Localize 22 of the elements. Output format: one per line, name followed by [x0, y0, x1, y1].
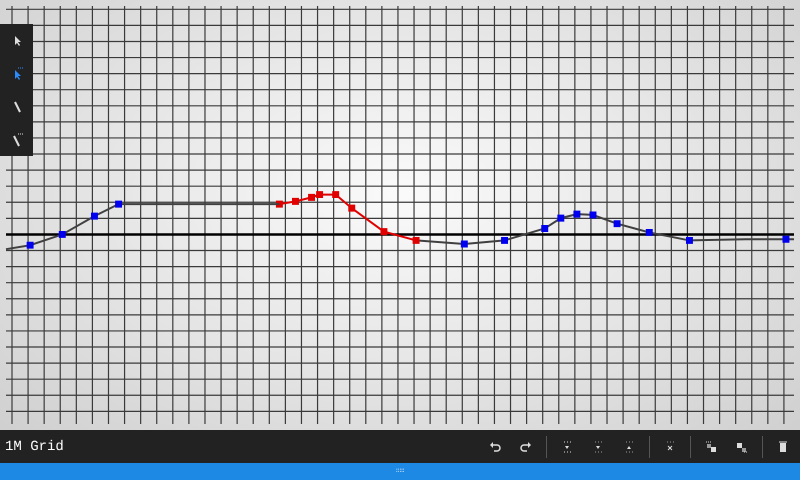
point	[90, 212, 98, 220]
point	[782, 236, 790, 243]
point	[686, 236, 693, 244]
point	[573, 210, 580, 218]
point	[292, 198, 299, 205]
point	[646, 228, 653, 236]
point	[460, 240, 468, 248]
point	[332, 191, 340, 198]
point	[380, 228, 388, 236]
point	[348, 204, 356, 212]
point	[26, 242, 34, 249]
point	[541, 224, 548, 232]
point	[115, 200, 122, 208]
point	[590, 211, 596, 218]
text: 1M Grid	[5, 438, 64, 454]
point	[308, 194, 316, 201]
point	[501, 236, 508, 244]
point	[316, 191, 324, 198]
point	[58, 230, 66, 238]
point	[412, 236, 420, 244]
point	[557, 214, 564, 222]
point	[614, 220, 621, 228]
